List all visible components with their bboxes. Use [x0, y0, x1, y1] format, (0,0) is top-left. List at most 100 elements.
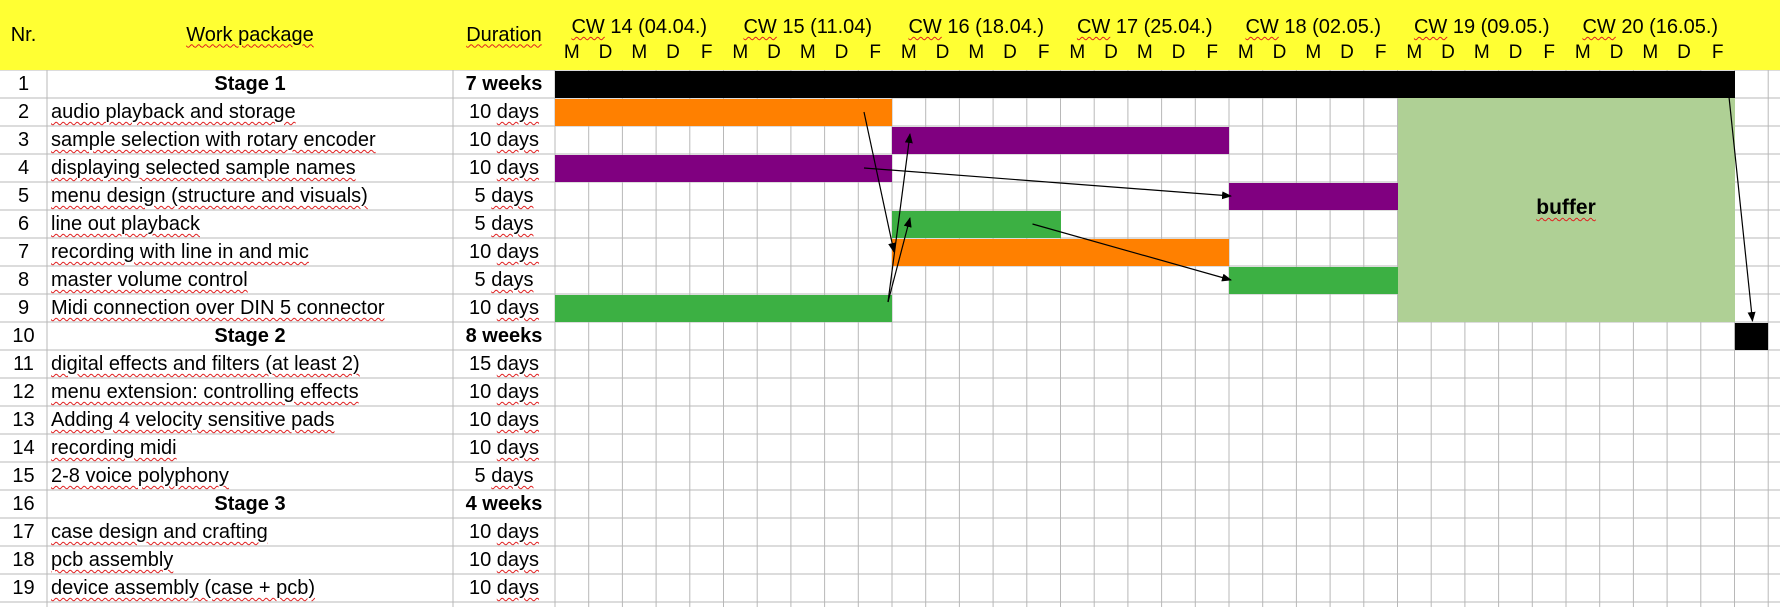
work-package-cell[interactable]: displaying selected sample names: [51, 157, 356, 179]
gantt-bar-row-8[interactable]: [1229, 267, 1398, 294]
duration-cell[interactable]: 15 days: [468, 353, 540, 375]
work-package-cell[interactable]: digital effects and filters (at least 2): [51, 353, 360, 375]
day-header-w3-d4[interactable]: D: [1003, 42, 1017, 63]
work-package-cell[interactable]: recording with line in and mic: [51, 241, 309, 263]
work-package-cell[interactable]: menu extension: controlling effects: [51, 381, 359, 403]
work-package-cell[interactable]: 2-8 voice polyphony: [51, 465, 229, 487]
work-package-cell[interactable]: Stage 3: [214, 493, 286, 515]
duration-cell[interactable]: 10 days: [468, 297, 540, 319]
work-package-cell[interactable]: master volume control: [51, 269, 248, 291]
day-header-w3-d1[interactable]: M: [900, 42, 917, 63]
day-header-w4-d5[interactable]: F: [1206, 42, 1218, 63]
row-number-17[interactable]: 17: [12, 521, 35, 543]
duration-cell[interactable]: 4 weeks: [465, 493, 543, 515]
row-number-6[interactable]: 6: [17, 213, 30, 235]
week-header-1[interactable]: CW 14 (04.04.): [549, 14, 730, 42]
header-duration[interactable]: Duration: [453, 0, 555, 70]
day-header-w7-d2[interactable]: D: [1609, 42, 1624, 63]
work-package-cell[interactable]: Stage 1: [214, 73, 286, 95]
gantt-bar-row-2[interactable]: [555, 99, 892, 126]
day-header-w2-d3[interactable]: M: [799, 42, 816, 63]
row-number-3[interactable]: 3: [17, 129, 30, 151]
gantt-bar-row-1[interactable]: [555, 71, 1735, 98]
day-header-w4-d1[interactable]: M: [1069, 42, 1086, 63]
day-header-w7-d3[interactable]: M: [1642, 42, 1659, 63]
duration-cell[interactable]: 10 days: [468, 381, 540, 403]
gantt-bar-row-10[interactable]: [1734, 323, 1769, 350]
duration-cell[interactable]: 10 days: [468, 521, 540, 543]
work-package-cell[interactable]: case design and crafting: [51, 521, 268, 543]
duration-cell[interactable]: 7 weeks: [465, 73, 543, 95]
day-header-w2-d2[interactable]: D: [767, 42, 781, 63]
row-number-9[interactable]: 9: [17, 297, 30, 319]
duration-cell[interactable]: 10 days: [468, 437, 540, 459]
day-header-w1-d5[interactable]: F: [700, 42, 713, 63]
week-header-2[interactable]: CW 15 (11.04): [718, 14, 899, 42]
day-header-w5-d3[interactable]: M: [1305, 42, 1322, 63]
day-header-w4-d3[interactable]: M: [1136, 42, 1153, 63]
work-package-cell[interactable]: Stage 2: [214, 325, 286, 347]
buffer-block[interactable]: [1397, 98, 1735, 322]
row-number-7[interactable]: 7: [17, 241, 30, 263]
day-header-w1-d1[interactable]: M: [563, 42, 580, 63]
work-package-cell[interactable]: menu design (structure and visuals): [51, 185, 368, 207]
day-header-w6-d1[interactable]: M: [1406, 42, 1423, 63]
day-header-w6-d2[interactable]: D: [1441, 42, 1455, 63]
day-header-w7-d5[interactable]: F: [1711, 42, 1724, 63]
day-header-w7-d4[interactable]: D: [1677, 42, 1691, 63]
day-header-w4-d2[interactable]: D: [1104, 42, 1118, 63]
duration-cell[interactable]: 10 days: [468, 101, 540, 123]
work-package-cell[interactable]: device assembly (case + pcb): [51, 577, 316, 599]
day-header-w3-d3[interactable]: M: [968, 42, 985, 63]
row-number-5[interactable]: 5: [17, 185, 30, 207]
row-number-10[interactable]: 10: [12, 325, 35, 347]
header-nr[interactable]: Nr.: [10, 23, 37, 46]
day-header-w6-d5[interactable]: F: [1543, 42, 1555, 63]
duration-cell[interactable]: 10 days: [468, 549, 540, 571]
day-header-w2-d1[interactable]: M: [732, 42, 749, 63]
day-header-w5-d5[interactable]: F: [1374, 42, 1387, 63]
gantt-bar-row-9[interactable]: [555, 295, 892, 322]
day-header-w6-d3[interactable]: M: [1473, 42, 1490, 63]
day-header-w6-d4[interactable]: D: [1508, 42, 1523, 63]
duration-cell[interactable]: 5 days: [474, 465, 534, 487]
gantt-bar-row-4[interactable]: [555, 155, 892, 182]
work-package-cell[interactable]: pcb assembly: [51, 549, 174, 571]
week-header-5[interactable]: CW 18 (02.05.): [1223, 14, 1404, 42]
week-header-4[interactable]: CW 17 (25.04.): [1055, 14, 1236, 42]
work-package-cell[interactable]: Adding 4 velocity sensitive pads: [51, 409, 335, 431]
week-header-6[interactable]: CW 19 (09.05.): [1392, 14, 1573, 42]
duration-cell[interactable]: 10 days: [468, 157, 540, 179]
duration-cell[interactable]: 10 days: [468, 409, 540, 431]
day-header-w3-d2[interactable]: D: [935, 42, 950, 63]
header-work-package[interactable]: Work package: [47, 0, 453, 70]
work-package-cell[interactable]: recording midi: [51, 437, 177, 459]
row-number-19[interactable]: 19: [12, 577, 35, 599]
gantt-bar-row-3[interactable]: [892, 127, 1229, 154]
row-number-8[interactable]: 8: [17, 269, 30, 291]
day-header-w2-d5[interactable]: F: [869, 42, 881, 63]
work-package-cell[interactable]: Midi connection over DIN 5 connector: [51, 297, 385, 319]
row-number-4[interactable]: 4: [17, 157, 30, 179]
gantt-bar-row-5[interactable]: [1229, 183, 1398, 210]
duration-cell[interactable]: 10 days: [468, 577, 540, 599]
duration-cell[interactable]: 5 days: [474, 269, 534, 291]
row-number-13[interactable]: 13: [12, 409, 35, 431]
week-header-3[interactable]: CW 16 (18.04.): [886, 14, 1067, 42]
row-number-11[interactable]: 11: [13, 353, 34, 375]
row-number-12[interactable]: 12: [12, 381, 35, 403]
week-header-7[interactable]: CW 20 (16.05.): [1560, 14, 1741, 42]
day-header-w1-d2[interactable]: D: [598, 42, 613, 63]
day-header-w7-d1[interactable]: M: [1574, 42, 1591, 63]
work-package-cell[interactable]: audio playback and storage: [51, 101, 296, 123]
row-number-16[interactable]: 16: [12, 493, 35, 515]
day-header-w5-d4[interactable]: D: [1340, 42, 1354, 63]
work-package-cell[interactable]: line out playback: [51, 213, 200, 235]
day-header-w4-d4[interactable]: D: [1171, 42, 1186, 63]
day-header-w3-d5[interactable]: F: [1037, 42, 1050, 63]
row-number-18[interactable]: 18: [12, 549, 35, 571]
row-number-15[interactable]: 15: [12, 465, 35, 487]
duration-cell[interactable]: 5 days: [474, 185, 534, 207]
work-package-cell[interactable]: sample selection with rotary encoder: [51, 129, 376, 151]
day-header-w1-d3[interactable]: M: [631, 42, 648, 63]
